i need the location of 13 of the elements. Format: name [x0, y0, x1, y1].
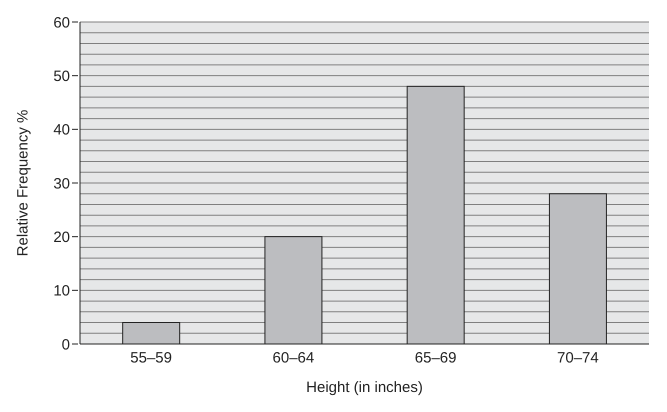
y-tick-label: 60: [53, 14, 70, 32]
x-axis-title: Height (in inches): [306, 379, 423, 396]
x-tick-label: 65–69: [414, 350, 456, 367]
y-tick-label: 20: [53, 228, 70, 246]
x-tick-label: 70–74: [557, 350, 599, 367]
y-tick-label: 30: [53, 175, 70, 192]
y-tick-label: 50: [53, 68, 70, 85]
x-tick-label: 60–64: [272, 350, 314, 367]
x-tick-label: 55–59: [130, 350, 172, 367]
y-axis-title: Relative Frequency %: [14, 110, 32, 256]
y-tick-label: 0: [62, 336, 70, 354]
y-tick-label: 40: [53, 122, 70, 139]
y-tick-label: 10: [53, 282, 70, 300]
